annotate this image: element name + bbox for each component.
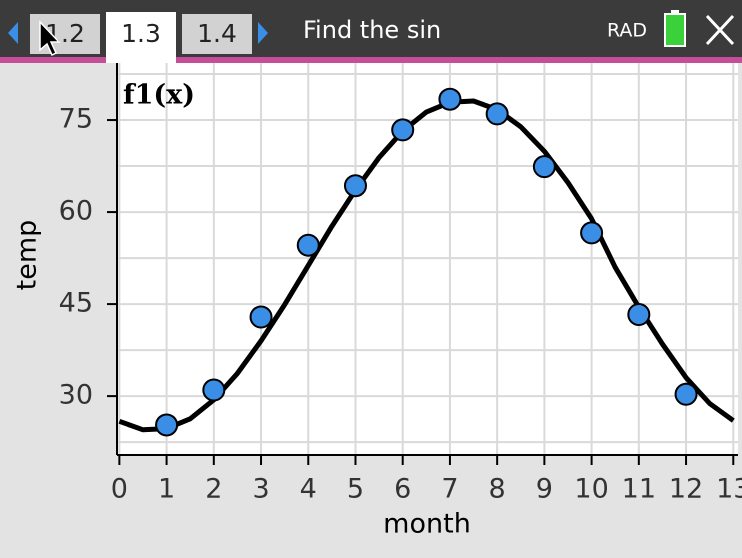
x-tick-label: 1 xyxy=(158,474,175,505)
y-tick-label: 30 xyxy=(59,380,93,411)
x-tick-label: 12 xyxy=(669,474,703,505)
data-point xyxy=(532,155,556,179)
data-point xyxy=(485,102,509,126)
y-axis-label: temp xyxy=(12,220,43,291)
x-tick-label: 5 xyxy=(347,474,364,505)
tab-label: 1.3 xyxy=(121,19,161,48)
accent-strip xyxy=(0,57,742,63)
data-point xyxy=(343,174,367,198)
x-tick-label: 0 xyxy=(111,474,128,505)
data-point xyxy=(674,382,698,406)
tab-right-arrow[interactable] xyxy=(258,22,268,44)
x-tick-label: 7 xyxy=(441,474,458,505)
data-point xyxy=(296,233,320,257)
x-tick-label: 8 xyxy=(489,474,506,505)
tab-label: 1.4 xyxy=(197,19,237,48)
data-point xyxy=(627,303,651,327)
x-tick-label: 6 xyxy=(394,474,411,505)
y-tick-label: 75 xyxy=(59,104,93,135)
x-tick-label: 13 xyxy=(716,474,742,505)
battery-icon xyxy=(664,13,686,47)
tab-left-arrow[interactable] xyxy=(8,22,18,44)
x-tick-label: 9 xyxy=(536,474,553,505)
close-button[interactable] xyxy=(705,14,735,46)
data-point xyxy=(249,305,273,329)
document-title: Find the sin xyxy=(303,16,441,44)
y-tick-label: 60 xyxy=(59,196,93,227)
cursor xyxy=(39,20,61,57)
data-point xyxy=(155,413,179,437)
angle-mode: RAD xyxy=(607,20,647,42)
x-tick-label: 2 xyxy=(205,474,222,505)
y-tick-label: 45 xyxy=(59,288,93,319)
data-point xyxy=(438,87,462,111)
tab[interactable] xyxy=(182,14,252,54)
function-label: f1(x) xyxy=(123,80,195,111)
tab[interactable] xyxy=(106,12,176,63)
data-point xyxy=(202,378,226,402)
data-point xyxy=(580,221,604,245)
x-tick-label: 10 xyxy=(574,474,608,505)
battery-tip xyxy=(671,10,679,14)
x-tick-label: 11 xyxy=(622,474,656,505)
data-point xyxy=(391,118,415,142)
x-tick-label: 3 xyxy=(252,474,269,505)
x-axis-label: month xyxy=(383,509,471,540)
x-tick-label: 4 xyxy=(300,474,317,505)
